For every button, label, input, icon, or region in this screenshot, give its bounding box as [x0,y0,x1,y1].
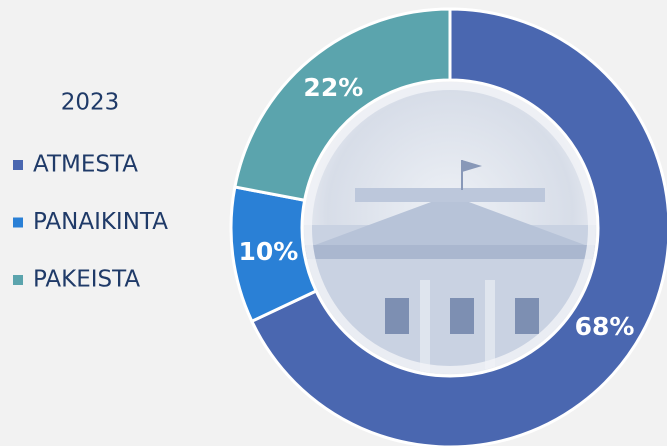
legend-label: PANAIKINTA [33,209,168,235]
value-label: 22% [303,73,363,102]
value-label: 10% [239,237,299,266]
donut-segment [233,7,452,203]
legend-swatch [13,275,23,285]
legend-title: 2023 [61,90,120,116]
legend-swatch [13,160,23,170]
legend-label: PAKEISTA [33,267,140,293]
legend-swatch [13,217,23,228]
value-label: 68% [575,312,635,341]
donut-segment [249,7,667,446]
legend-label: ATMESTA [33,152,138,178]
